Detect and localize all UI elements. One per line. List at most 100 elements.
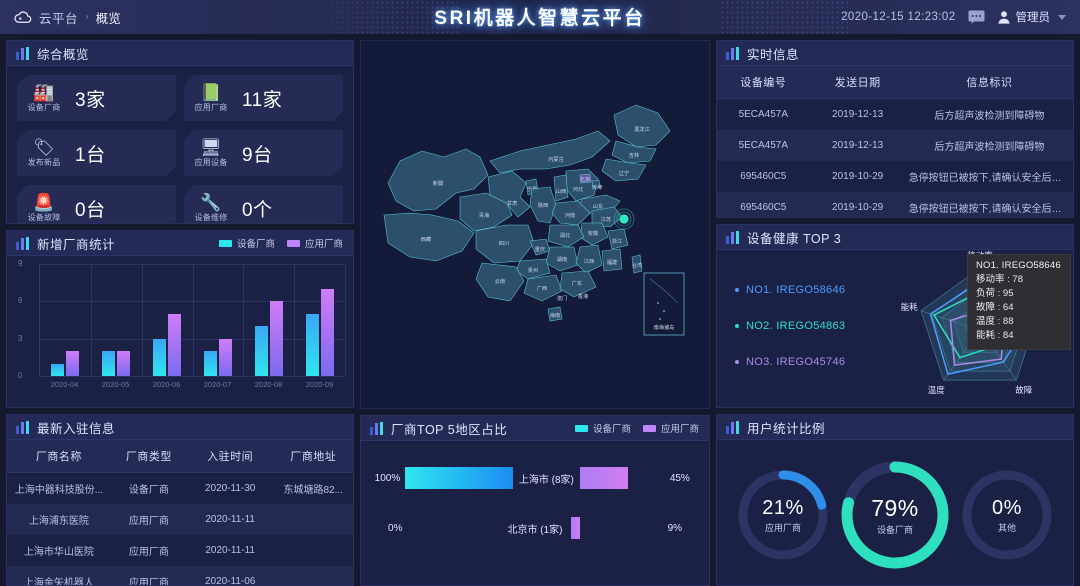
province-label: 青海: [479, 211, 489, 219]
left-value-label: 100%: [374, 472, 401, 484]
province-label: 澳门: [557, 294, 567, 302]
bar[interactable]: [51, 363, 65, 376]
breadcrumb-root[interactable]: 云平台: [39, 11, 79, 26]
bar[interactable]: [203, 351, 217, 376]
right-bar[interactable]: [570, 517, 581, 539]
bar-chart-plot-area: 0 3 6 9: [18, 259, 347, 380]
radar-legend-item-no2[interactable]: NO2. IREGO54863: [735, 320, 887, 332]
bar-group[interactable]: [243, 264, 294, 376]
table-row[interactable]: 上海市华山医院 应用厂商 2020-11-11: [7, 535, 354, 566]
top-bar: 云平台 › 概览 SRI机器人智慧云平台 2020-12-15 12:23:02: [0, 0, 1080, 34]
stat-card-app-vendor[interactable]: 📗 应用厂商 11家: [184, 75, 343, 121]
table-row[interactable]: 上海中器科技股份... 设备厂商 2020-11-30 东城塘路82...: [7, 472, 354, 504]
grid-line: [294, 264, 296, 376]
cloud-icon: [14, 10, 32, 24]
stat-label: 设备厂商: [27, 102, 61, 112]
donut-label: 应用厂商: [765, 522, 802, 533]
breadcrumb: 云平台 › 概览: [0, 0, 395, 34]
radar-legend-item-no1[interactable]: NO1. IREGO58646: [735, 284, 887, 296]
province-label: 台湾: [632, 261, 642, 269]
table-row[interactable]: 695460C5 2019-10-29 急停按钮已被按下,请确认安全后旋起!: [717, 192, 1073, 217]
page-title: SRI机器人智慧云平台: [434, 8, 646, 29]
right-column: 实时信息 设备编号 发送日期 信息标识 5ECA457A 2019-12-13 后方超声…: [716, 40, 1074, 586]
chart-legend-vendor-stats: 设备厂商 应用厂商: [219, 236, 343, 250]
grid-line: [40, 376, 346, 377]
bar[interactable]: [117, 351, 131, 376]
table-row[interactable]: 5ECA457A 2019-12-13 后方超声波检测到障碍物: [717, 98, 1073, 130]
bar[interactable]: [254, 326, 268, 376]
chevron-down-icon[interactable]: [1058, 14, 1066, 20]
bar-group[interactable]: [193, 264, 244, 376]
bar[interactable]: [320, 288, 334, 376]
radar-legend: NO1. IREGO58646 NO2. IREGO54863 NO3. IRE…: [717, 250, 887, 407]
bar[interactable]: [168, 313, 182, 376]
legend-item-app[interactable]: 应用厂商: [643, 421, 699, 435]
panel-title-realtime: 实时信息: [747, 47, 800, 62]
stat-value: 0台: [75, 199, 106, 221]
legend-item-app[interactable]: 应用厂商: [287, 236, 343, 250]
right-bar[interactable]: [579, 467, 629, 489]
donut-chart[interactable]: 21% 应用厂商: [735, 467, 831, 563]
tooltip-row: 故障 : 64: [976, 302, 1014, 313]
bar-group[interactable]: [294, 264, 345, 376]
table-column-header: 设备编号: [717, 66, 810, 99]
radar-axis-label: 能耗: [901, 302, 919, 312]
donut-arc[interactable]: [841, 461, 949, 569]
table-row[interactable]: 695460C5 2019-10-29 急停按钮已被按下,请确认安全后旋起!: [717, 161, 1073, 192]
stat-card-device-fault[interactable]: 🚨 设备故障 0台: [17, 185, 176, 224]
left-bar[interactable]: [405, 467, 514, 489]
province-label: 湖南: [557, 255, 567, 263]
panel-china-map[interactable]: 新疆 西藏 青海 甘肃 宁夏 内蒙古: [360, 40, 711, 409]
table-cell: 2019-12-13: [809, 130, 906, 161]
stat-card-device-vendor[interactable]: 🏭 设备厂商 3家: [17, 75, 176, 121]
bar[interactable]: [218, 338, 232, 376]
diverging-bar-chart: 100% 上海市 (8家) 45% 0% 北京市 (1家) 9%: [361, 441, 709, 539]
device-icon: 🖥 应用设备: [196, 139, 226, 168]
radar-legend-item-no3[interactable]: NO3. IREGO45746: [735, 356, 887, 368]
donut-track: [962, 470, 1052, 560]
table-row[interactable]: 上海金矢机器人 应用厂商 2020-11-06: [7, 566, 354, 585]
donut-chart[interactable]: 0% 其他: [959, 467, 1055, 563]
donut-chart[interactable]: 79% 设备厂商: [839, 459, 951, 571]
legend-label: 应用厂商: [661, 424, 700, 435]
bar-group[interactable]: [91, 264, 142, 376]
bar[interactable]: [305, 313, 319, 376]
diverging-bar-row[interactable]: 0% 北京市 (1家) 9%: [371, 517, 699, 539]
stat-label: 发布新品: [27, 157, 61, 167]
china-map-svg[interactable]: 新疆 西藏 青海 甘肃 宁夏 内蒙古: [370, 65, 700, 385]
table-cell: 上海市华山医院: [7, 535, 111, 566]
legend-item-device[interactable]: 设备厂商: [219, 236, 275, 250]
message-icon[interactable]: [968, 10, 985, 24]
x-axis-tick: 2020-04: [50, 380, 79, 389]
bar[interactable]: [66, 351, 80, 376]
stat-card-device-repair[interactable]: 🔧 设备维修 0个: [184, 185, 343, 224]
legend-swatch: [643, 424, 657, 432]
bar[interactable]: [269, 301, 283, 376]
province-label: 广西: [537, 284, 547, 292]
user-name-label: 管理员: [1015, 12, 1051, 24]
donut-arc[interactable]: [738, 470, 828, 560]
table-column-header: 入驻时间: [186, 440, 274, 473]
table-row[interactable]: 5ECA457A 2019-12-13 后方超声波检测到障碍物: [717, 130, 1073, 161]
donut-percent: 0%: [992, 496, 1022, 519]
panel-header-region-top5: 厂商TOP 5地区占比 设备厂商 应用厂商: [361, 416, 710, 441]
stat-card-new-product[interactable]: 🏷 发布新品 1台: [17, 130, 176, 176]
user-menu[interactable]: 管理员: [997, 9, 1066, 25]
bar-group[interactable]: [40, 264, 91, 376]
diverging-bar-row[interactable]: 100% 上海市 (8家) 45%: [371, 467, 699, 489]
province-label: 河北: [573, 185, 584, 193]
bar[interactable]: [102, 351, 116, 376]
document-glyph: 📗: [200, 82, 222, 102]
table-row[interactable]: 上海浦东医院 应用厂商 2020-11-11: [7, 504, 354, 535]
grid-line: [345, 264, 347, 376]
bar-group[interactable]: [142, 264, 193, 376]
map-marker-shanghai[interactable]: [619, 213, 629, 224]
table-cell: 后方超声波检测到障碍物: [905, 98, 1073, 130]
stat-card-app-device[interactable]: 🖥 应用设备 9台: [184, 130, 343, 176]
table-cell: 应用厂商: [110, 535, 187, 566]
bar[interactable]: [153, 338, 167, 376]
legend-label: NO1. IREGO58646: [746, 284, 846, 296]
donut-percent: 21%: [762, 496, 804, 519]
legend-item-device[interactable]: 设备厂商: [575, 421, 631, 435]
